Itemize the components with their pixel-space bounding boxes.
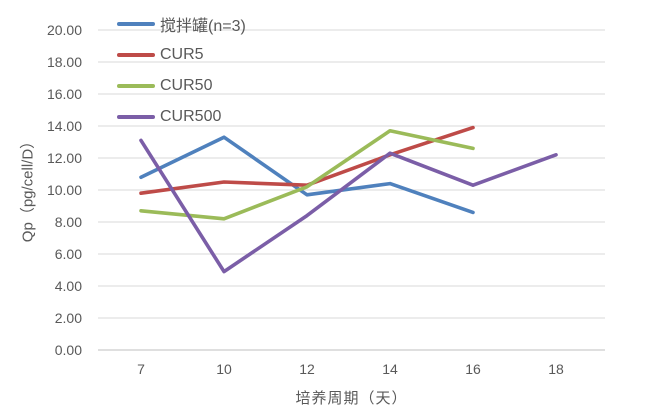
y-tick-label: 18.00: [46, 54, 82, 70]
y-tick-label: 16.00: [46, 86, 82, 102]
legend-label: CUR50: [160, 76, 213, 94]
legend-item-0: 搅拌罐(n=3): [117, 8, 246, 39]
y-tick-label: 0.00: [54, 342, 82, 358]
x-tick-label: 10: [216, 361, 232, 377]
y-tick-label: 20.00: [46, 22, 82, 38]
x-tick-label: 7: [137, 361, 145, 377]
legend-swatch-icon: [117, 114, 155, 119]
legend-label: CUR5: [160, 45, 204, 63]
y-tick-label: 2.00: [54, 310, 82, 326]
legend: 搅拌罐(n=3) CUR5 CUR50 CUR500: [117, 8, 246, 132]
legend-label: CUR500: [160, 107, 222, 125]
y-tick-label: 4.00: [54, 278, 82, 294]
series-line-3: [139, 138, 558, 274]
legend-item-2: CUR50: [117, 70, 246, 101]
x-tick-label: 18: [548, 361, 564, 377]
x-tick-label: 12: [299, 361, 315, 377]
legend-swatch-icon: [117, 83, 155, 88]
legend-item-3: CUR500: [117, 101, 246, 132]
y-tick-label: 12.00: [46, 150, 82, 166]
legend-item-1: CUR5: [117, 39, 246, 70]
series-line-0: [139, 135, 475, 215]
legend-swatch-icon: [117, 21, 155, 26]
legend-swatch-icon: [117, 52, 155, 57]
y-tick-label: 6.00: [54, 246, 82, 262]
x-axis-title: 培养周期（天）: [295, 390, 408, 407]
x-tick-label: 16: [465, 361, 481, 377]
series-line-2: [139, 129, 475, 221]
x-tick-label: 14: [382, 361, 398, 377]
y-tick-label: 14.00: [46, 118, 82, 134]
legend-label: 搅拌罐(n=3): [160, 17, 246, 35]
y-tick-label: 8.00: [54, 214, 82, 230]
y-tick-label: 10.00: [46, 182, 82, 198]
